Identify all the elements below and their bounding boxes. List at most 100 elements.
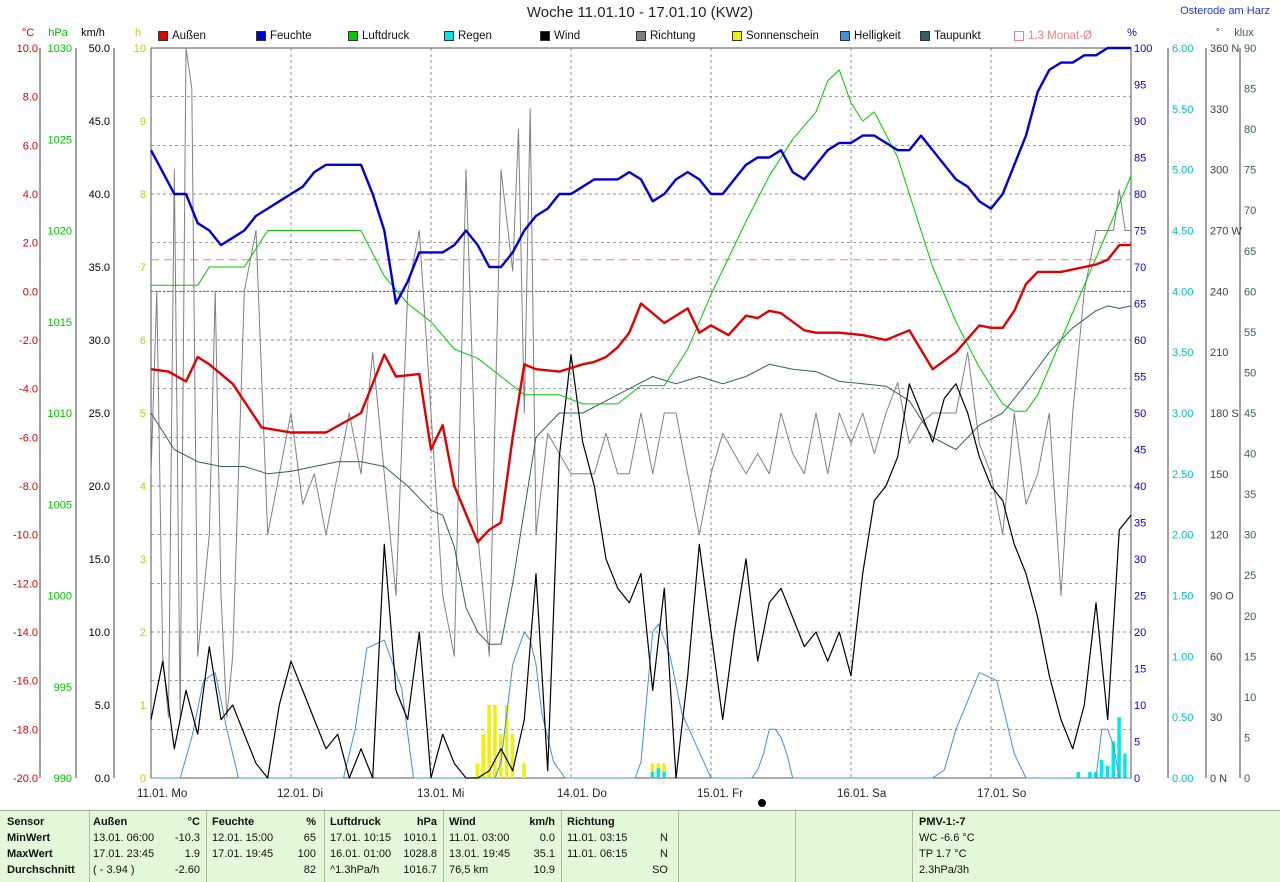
header-luftdruck: Luftdruck xyxy=(330,816,381,828)
tick-label-wind: 40.0 xyxy=(89,189,110,201)
location-label: Osterode am Harz xyxy=(1180,5,1270,17)
tick-label-rain: 1.00 xyxy=(1172,651,1193,663)
tick-label-sun: 0 xyxy=(140,773,146,785)
bar-sonnenschein xyxy=(475,763,480,778)
bar-regen xyxy=(656,768,660,778)
table-col-sensor: Sensor MinWert MaxWert Durchschnitt xyxy=(0,811,90,882)
tick-label-humidity: 45 xyxy=(1134,445,1146,457)
tick-label-brightness: 20 xyxy=(1244,611,1256,623)
header-sensor: Sensor xyxy=(7,816,45,828)
time-marker xyxy=(758,799,766,807)
legend-label: Regen xyxy=(458,30,492,42)
tick-label-rain: 4.50 xyxy=(1172,226,1193,238)
tick-label-humidity: 100 xyxy=(1134,43,1152,55)
tick-label-brightness: 30 xyxy=(1244,530,1256,542)
richtung-min-value: N xyxy=(660,832,668,844)
tick-label-rain: 6.00 xyxy=(1172,43,1193,55)
tick-label-pressure: 995 xyxy=(54,682,72,694)
header-richtung: Richtung xyxy=(567,816,615,828)
legend-item: Wind xyxy=(540,30,580,42)
x-tick-label: 13.01. Mi xyxy=(417,788,464,800)
bar-regen xyxy=(1076,771,1080,778)
tick-label-brightness: 55 xyxy=(1244,327,1256,339)
header-pmv: PMV-1:-7 xyxy=(919,816,966,828)
bar-regen xyxy=(1094,771,1098,778)
tick-label-wind: 20.0 xyxy=(89,481,110,493)
chart-marks xyxy=(149,46,1132,779)
tick-label-direction: 30 xyxy=(1210,712,1222,724)
tick-label-temperature: -8.0 xyxy=(19,481,38,493)
tick-label-sun: 5 xyxy=(140,408,146,420)
legend-label: Helligkeit xyxy=(854,30,901,42)
richtung-max-value: N xyxy=(660,848,668,860)
pmv-windchill: WC -6.6 °C xyxy=(919,832,975,844)
unit-label-sun: h xyxy=(135,27,141,39)
header-luftdruck-unit: hPa xyxy=(416,816,437,828)
tick-label-pressure: 990 xyxy=(54,773,72,785)
chart-axes: 10.08.06.04.02.00.0-2.0-4.0-6.0-8.0-10.0… xyxy=(13,27,1256,807)
wind-min-value: 0.0 xyxy=(539,832,555,844)
tick-label-humidity: 65 xyxy=(1134,299,1146,311)
tick-label-direction: 300 xyxy=(1210,165,1228,177)
tick-label-temperature: 6.0 xyxy=(23,140,38,152)
luftdruck-max-time: 16.01. 01:00 xyxy=(330,848,392,860)
legend-label: Wind xyxy=(554,30,581,42)
bar-sonnenschein xyxy=(510,734,515,778)
legend-label: Außen xyxy=(172,30,206,42)
tick-label-rain: 1.50 xyxy=(1172,591,1193,603)
tick-label-brightness: 25 xyxy=(1244,570,1256,582)
table-col-empty-1 xyxy=(679,811,796,882)
x-tick-label: 15.01. Fr xyxy=(697,788,743,800)
tick-label-pressure: 1010 xyxy=(48,408,72,420)
tick-label-sun: 9 xyxy=(140,116,146,128)
pmv-dewpoint: TP 1.7 °C xyxy=(919,848,967,860)
luftdruck-trend: ^1.3hPa/h xyxy=(330,864,380,876)
tick-label-humidity: 35 xyxy=(1134,518,1146,530)
legend-swatch xyxy=(158,31,168,41)
series-line-taupunkt xyxy=(150,305,1132,645)
legend-swatch xyxy=(840,31,850,41)
tick-label-brightness: 85 xyxy=(1244,84,1256,96)
wind-max-time: 13.01. 19:45 xyxy=(449,848,511,860)
x-tick-label: 17.01. So xyxy=(977,788,1026,800)
chart-legend: Außen Feuchte Luftdruck Regen Wind Richtung So… xyxy=(148,30,1148,46)
tick-label-temperature: 4.0 xyxy=(23,189,38,201)
legend-item: Luftdruck xyxy=(348,30,409,42)
richtung-max-time: 11.01. 06:15 xyxy=(567,848,628,860)
tick-label-brightness: 5 xyxy=(1244,732,1250,744)
tick-label-brightness: 65 xyxy=(1244,246,1256,258)
unit-label-direction: ° xyxy=(1216,27,1220,39)
unit-label-brightness: klux xyxy=(1234,27,1254,39)
bar-sonnenschein xyxy=(499,734,503,778)
tick-label-rain: 3.50 xyxy=(1172,347,1193,359)
aussen-min-value: -10.3 xyxy=(174,832,200,844)
header-feuchte: Feuchte xyxy=(212,816,255,828)
tick-label-rain: 0.50 xyxy=(1172,712,1193,724)
tick-label-sun: 2 xyxy=(140,627,146,639)
legend-label: Sonnenschein xyxy=(746,30,819,42)
tick-label-brightness: 60 xyxy=(1244,286,1256,298)
legend-swatch xyxy=(444,31,454,41)
tick-label-temperature: -12.0 xyxy=(13,578,38,590)
tick-label-rain: 2.00 xyxy=(1172,530,1193,542)
bar-regen xyxy=(1123,753,1127,778)
legend-label: Luftdruck xyxy=(362,30,410,42)
tick-label-temperature: -20.0 xyxy=(13,773,38,785)
unit-label-temperature: °C xyxy=(22,27,34,39)
tick-label-pressure: 1000 xyxy=(48,591,72,603)
tick-label-wind: 35.0 xyxy=(89,262,110,274)
tick-label-temperature: 8.0 xyxy=(23,92,38,104)
tick-label-humidity: 50 xyxy=(1134,408,1146,420)
feuchte-max-value: 100 xyxy=(297,848,316,860)
tick-label-direction: 60 xyxy=(1210,651,1222,663)
row-label-min: MinWert xyxy=(7,832,51,844)
legend-swatch xyxy=(920,31,930,41)
feuchte-min-value: 65 xyxy=(303,832,316,844)
tick-label-temperature: -10.0 xyxy=(13,530,38,542)
tick-label-direction: 0 N xyxy=(1210,773,1227,785)
tick-label-direction: 180 S xyxy=(1210,408,1239,420)
tick-label-humidity: 85 xyxy=(1134,153,1146,165)
unit-label-pressure: hPa xyxy=(48,27,68,39)
tick-label-rain: 5.00 xyxy=(1172,165,1193,177)
legend-item: Taupunkt xyxy=(920,30,981,42)
